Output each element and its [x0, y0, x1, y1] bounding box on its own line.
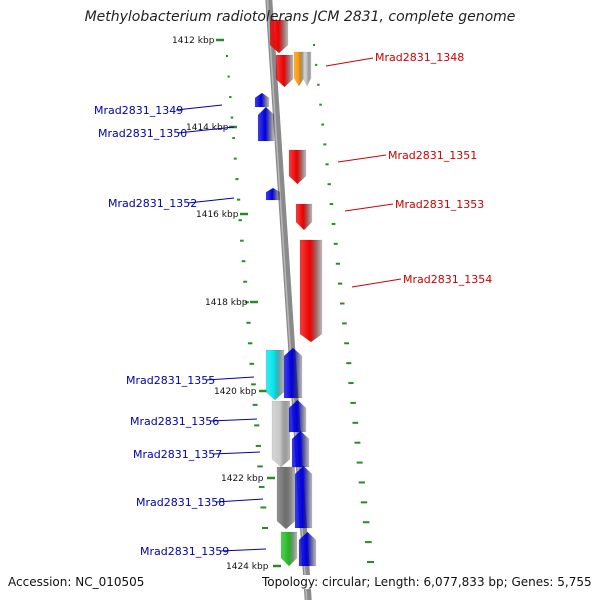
map-title: Methylobacterium radiotolerans JCM 2831,… [84, 9, 516, 25]
gene-label[interactable]: Mrad2831_1351 [388, 149, 477, 162]
gene-arrow-red[interactable] [275, 54, 294, 88]
gene-arrow-green[interactable] [280, 531, 298, 567]
gene-label[interactable]: Mrad2831_1354 [403, 273, 492, 286]
gene-label-leader [337, 154, 387, 163]
gene-arrow-cyan[interactable] [265, 349, 285, 401]
kbp-label: 1412 kbp [172, 36, 215, 46]
gene-label-leader [175, 104, 223, 111]
gene-arrow-lightgray[interactable] [302, 51, 312, 87]
gene-arrow-red[interactable] [288, 149, 307, 185]
gene-arrow-red[interactable] [299, 239, 323, 343]
gene-arrow-blue[interactable] [283, 347, 303, 399]
gene-label-leader [209, 418, 258, 422]
gene-arrow-blue[interactable] [294, 465, 313, 529]
gene-arrow-darkgray[interactable] [276, 466, 296, 530]
gene-arrow-blue[interactable] [265, 187, 281, 201]
gene-arrow-blue[interactable] [288, 399, 307, 433]
gene-label-leader [344, 203, 394, 212]
gene-label[interactable]: Mrad2831_1359 [140, 545, 229, 558]
kbp-label: 1414 kbp [186, 123, 229, 133]
kbp-label: 1424 kbp [226, 562, 269, 572]
kbp-label: 1416 kbp [196, 210, 239, 220]
gene-label-leader [325, 57, 374, 67]
gene-label[interactable]: Mrad2831_1353 [395, 198, 484, 211]
topology-text: Topology: circular; Length: 6,077,833 bp… [260, 575, 594, 589]
gene-label-leader [205, 376, 255, 381]
gene-label-leader [212, 451, 261, 455]
gene-arrow-orange[interactable] [293, 51, 305, 87]
accession-text: Accession: NC_010505 [6, 575, 147, 589]
gene-label-leader [351, 278, 402, 288]
kbp-label: 1418 kbp [205, 298, 248, 308]
kbp-label: 1420 kbp [214, 387, 257, 397]
gene-label-leader [177, 126, 235, 134]
gene-arrow-blue[interactable] [254, 92, 270, 108]
gene-label[interactable]: Mrad2831_1349 [94, 104, 183, 117]
gene-label-leader [219, 548, 267, 552]
gene-label-leader [215, 498, 264, 503]
gene-label-leader [187, 197, 235, 204]
gene-arrow-lightgray[interactable] [271, 400, 291, 468]
kbp-label: 1422 kbp [221, 474, 264, 484]
gene-label[interactable]: Mrad2831_1356 [130, 415, 219, 428]
gene-label[interactable]: Mrad2831_1357 [133, 448, 222, 461]
gene-arrow-red[interactable] [295, 203, 313, 231]
gene-arrow-blue[interactable] [257, 106, 275, 142]
gene-arrow-red[interactable] [269, 19, 289, 54]
gene-label[interactable]: Mrad2831_1352 [108, 197, 197, 210]
gene-arrow-blue[interactable] [291, 430, 310, 468]
gene-label[interactable]: Mrad2831_1355 [126, 374, 215, 387]
gene-label[interactable]: Mrad2831_1358 [136, 496, 225, 509]
gene-label[interactable]: Mrad2831_1348 [375, 51, 464, 64]
gene-arrow-blue[interactable] [298, 531, 317, 567]
gene-label[interactable]: Mrad2831_1350 [98, 127, 187, 140]
